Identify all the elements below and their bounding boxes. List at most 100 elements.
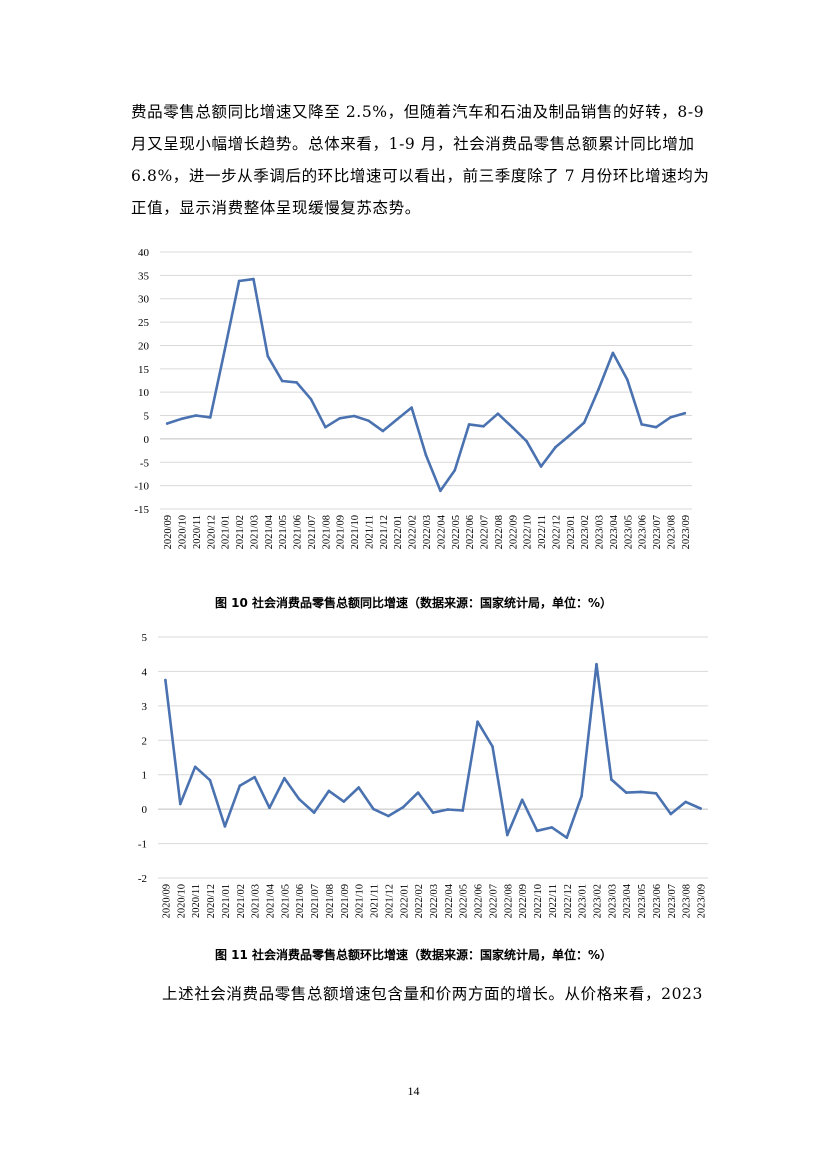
- paragraph-bottom: 上述社会消费品零售总额增速包含量和价两方面的增长。从价格来看，2023: [162, 985, 703, 1003]
- data-point: [535, 829, 539, 833]
- data-point: [539, 465, 543, 468]
- data-point: [327, 789, 331, 793]
- x-tick-label: 2022/02: [414, 884, 425, 918]
- data-point: [223, 825, 227, 828]
- x-tick-label: 2022/06: [465, 515, 476, 549]
- x-tick-label: 2022/09: [518, 884, 529, 918]
- x-tick-label: 2021/05: [278, 515, 289, 549]
- data-point: [510, 425, 514, 429]
- x-tick-label: 2020/11: [191, 884, 202, 918]
- data-point: [280, 379, 284, 383]
- data-point: [342, 800, 346, 803]
- x-tick-label: 2021/12: [379, 515, 390, 549]
- x-tick-label: 2022/02: [408, 515, 419, 549]
- data-point: [352, 414, 356, 418]
- data-point: [309, 397, 313, 401]
- x-tick-label: 2020/10: [178, 515, 189, 549]
- data-point: [639, 790, 643, 794]
- data-point: [580, 794, 583, 798]
- data-point: [209, 416, 212, 419]
- x-tick-label: 2021/03: [249, 515, 260, 549]
- data-point: [669, 416, 672, 419]
- data-point: [194, 414, 198, 417]
- data-point: [424, 453, 428, 457]
- data-point: [610, 778, 613, 781]
- chart-11-caption: 图 11 社会消费品零售总额环比增速（数据来源：国家统计局，单位：%）: [214, 948, 613, 962]
- x-tick-label: 2020/10: [176, 884, 187, 918]
- x-tick-label: 2022/11: [548, 884, 559, 918]
- data-point: [312, 811, 316, 814]
- x-tick-label: 2023/05: [623, 515, 634, 549]
- x-tick-label: 2020/11: [192, 515, 203, 549]
- data-point: [252, 277, 255, 281]
- data-point: [550, 826, 554, 829]
- x-tick-label: 2023/07: [667, 884, 678, 918]
- x-tick-label: 2023/03: [607, 884, 618, 918]
- data-point: [357, 786, 360, 789]
- x-tick-label: 2023/06: [652, 884, 663, 918]
- x-tick-label: 2021/04: [264, 514, 275, 549]
- data-point: [582, 421, 586, 424]
- x-tick-label: 2021/03: [251, 884, 262, 918]
- data-point: [654, 425, 658, 429]
- data-point: [482, 424, 485, 428]
- x-tick-label: 2021/11: [364, 515, 375, 549]
- data-point: [180, 417, 183, 421]
- data-point: [568, 433, 572, 437]
- x-tick-label: 2021/07: [307, 515, 318, 549]
- y-tick-label: 35: [138, 270, 150, 282]
- y-tick-label: 40: [138, 247, 150, 259]
- data-point: [193, 765, 197, 769]
- x-tick-label: 2021/10: [350, 515, 361, 549]
- y-tick-label: 0: [144, 434, 150, 446]
- y-tick-label: 3: [142, 701, 148, 713]
- y-tick-label: 30: [138, 294, 150, 306]
- y-tick-label: 0: [142, 804, 148, 816]
- y-tick-label: 5: [144, 411, 150, 423]
- y-tick-label: 20: [138, 340, 150, 352]
- data-point: [461, 809, 465, 812]
- x-tick-label: 2021/05: [280, 884, 291, 918]
- x-tick-label: 2022/04: [436, 514, 447, 549]
- data-point: [520, 798, 524, 802]
- x-tick-label: 2023/06: [638, 515, 649, 549]
- x-tick-label: 2022/09: [508, 515, 519, 549]
- x-tick-label: 2023/03: [595, 515, 606, 549]
- data-point: [395, 417, 399, 421]
- x-tick-label: 2022/08: [494, 515, 505, 549]
- data-point: [297, 797, 301, 801]
- x-tick-label: 2023/08: [682, 884, 693, 918]
- x-tick-label: 2020/09: [163, 515, 174, 549]
- x-tick-label: 2022/05: [459, 884, 470, 918]
- x-tick-label: 2021/06: [293, 515, 304, 549]
- y-tick-label: -5: [140, 457, 150, 469]
- series-line: [165, 277, 687, 493]
- data-point: [372, 807, 375, 811]
- x-tick-label: 2021/08: [325, 884, 336, 918]
- x-tick-label: 2022/07: [480, 515, 491, 549]
- y-tick-label: -15: [134, 504, 149, 516]
- x-tick-label: 2021/11: [370, 884, 381, 918]
- data-point: [525, 439, 528, 443]
- data-point: [467, 423, 471, 426]
- y-tick-label: 1: [142, 770, 148, 782]
- y-tick-label: -10: [134, 481, 149, 493]
- x-tick-label: 2021/04: [265, 883, 276, 918]
- data-point: [654, 792, 658, 795]
- data-point: [238, 784, 242, 788]
- x-tick-label: 2020/09: [161, 884, 172, 918]
- x-tick-label: 2023/04: [622, 883, 633, 918]
- data-point: [431, 811, 435, 814]
- y-tick-label: 5: [142, 632, 148, 644]
- data-point: [669, 812, 673, 816]
- data-point: [165, 422, 169, 425]
- y-tick-label: 25: [138, 317, 150, 329]
- data-point: [253, 775, 256, 779]
- y-tick-label: 15: [138, 364, 150, 376]
- x-tick-label: 2022/11: [537, 515, 548, 549]
- paragraph-top: 费品零售总额同比增速又降至 2.5%，但随着汽车和石油及制品销售的好转，8-9月…: [131, 103, 710, 217]
- data-point: [324, 425, 327, 429]
- data-point: [295, 381, 298, 384]
- x-tick-label: 2021/08: [321, 515, 332, 549]
- x-tick-label: 2022/10: [533, 884, 544, 918]
